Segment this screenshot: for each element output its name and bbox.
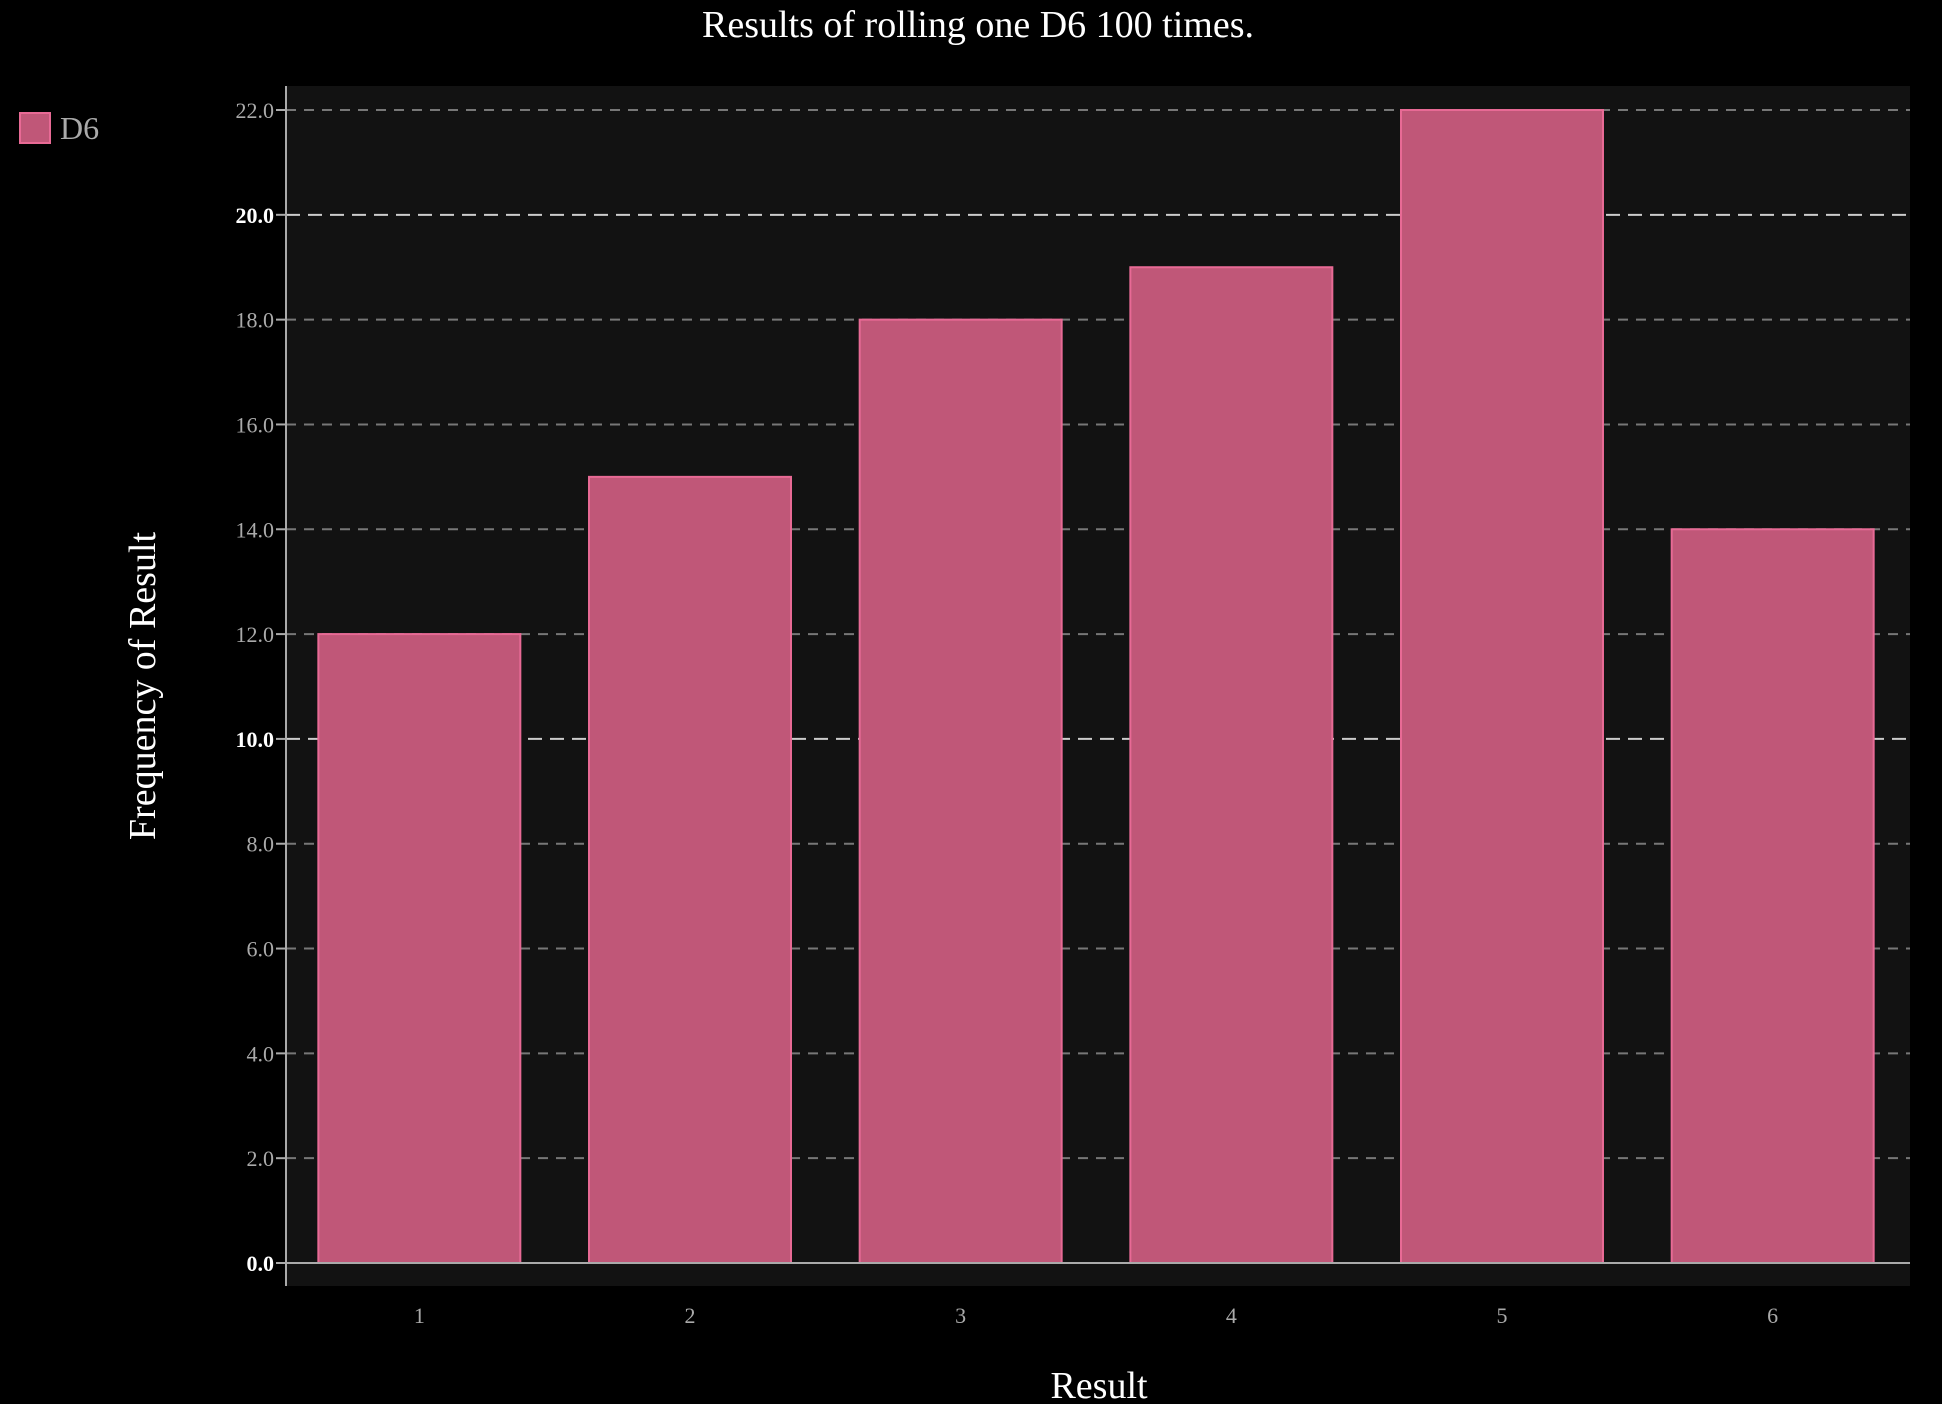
bar-2 (588, 475, 792, 1264)
chart-title: Results of rolling one D6 100 times. (702, 4, 1254, 46)
bar-5 (1400, 109, 1604, 1264)
gridlines (286, 109, 1910, 1160)
bar-4 (1129, 266, 1334, 1264)
y-tick-label: 6.0 (247, 937, 275, 962)
y-tick-label: 16.0 (236, 412, 275, 437)
x-tick-label: 2 (685, 1303, 696, 1328)
y-tick-label: 22.0 (236, 98, 275, 123)
legend-label-d6: D6 (60, 110, 99, 146)
x-tick-label: 3 (955, 1303, 966, 1328)
y-tick-label: 20.0 (236, 203, 275, 228)
axes (285, 86, 1910, 1286)
bars (317, 109, 1875, 1264)
x-tick-labels: 1 2 3 4 5 6 (414, 1303, 1778, 1328)
y-tick-label: 8.0 (247, 832, 275, 857)
x-tick-label: 4 (1226, 1303, 1237, 1328)
legend: D6 (19, 110, 99, 146)
y-tick-labels: 0.0 2.0 4.0 6.0 8.0 10.0 12.0 14.0 16.0 18.0 20.0 2… (236, 98, 286, 1276)
y-tick-label: 2.0 (247, 1146, 275, 1171)
x-tick-label: 1 (414, 1303, 425, 1328)
y-axis-label: Frequency of Result (122, 531, 164, 840)
bar-1 (317, 633, 522, 1264)
y-tick-label: 0.0 (247, 1251, 275, 1276)
y-tick-label: 18.0 (236, 308, 275, 333)
x-tick-label: 5 (1497, 1303, 1508, 1328)
x-tick-label: 6 (1767, 1303, 1778, 1328)
bar-3 (858, 318, 1063, 1264)
plot-area (286, 86, 1910, 1286)
y-tick-label: 12.0 (236, 622, 275, 647)
y-tick-label: 4.0 (247, 1041, 275, 1066)
bar-6 (1670, 528, 1875, 1264)
y-tick-label: 14.0 (236, 517, 275, 542)
y-tick-label: 10.0 (236, 727, 275, 752)
legend-swatch-d6 (19, 112, 51, 144)
x-axis-label: Result (1050, 1365, 1148, 1404)
